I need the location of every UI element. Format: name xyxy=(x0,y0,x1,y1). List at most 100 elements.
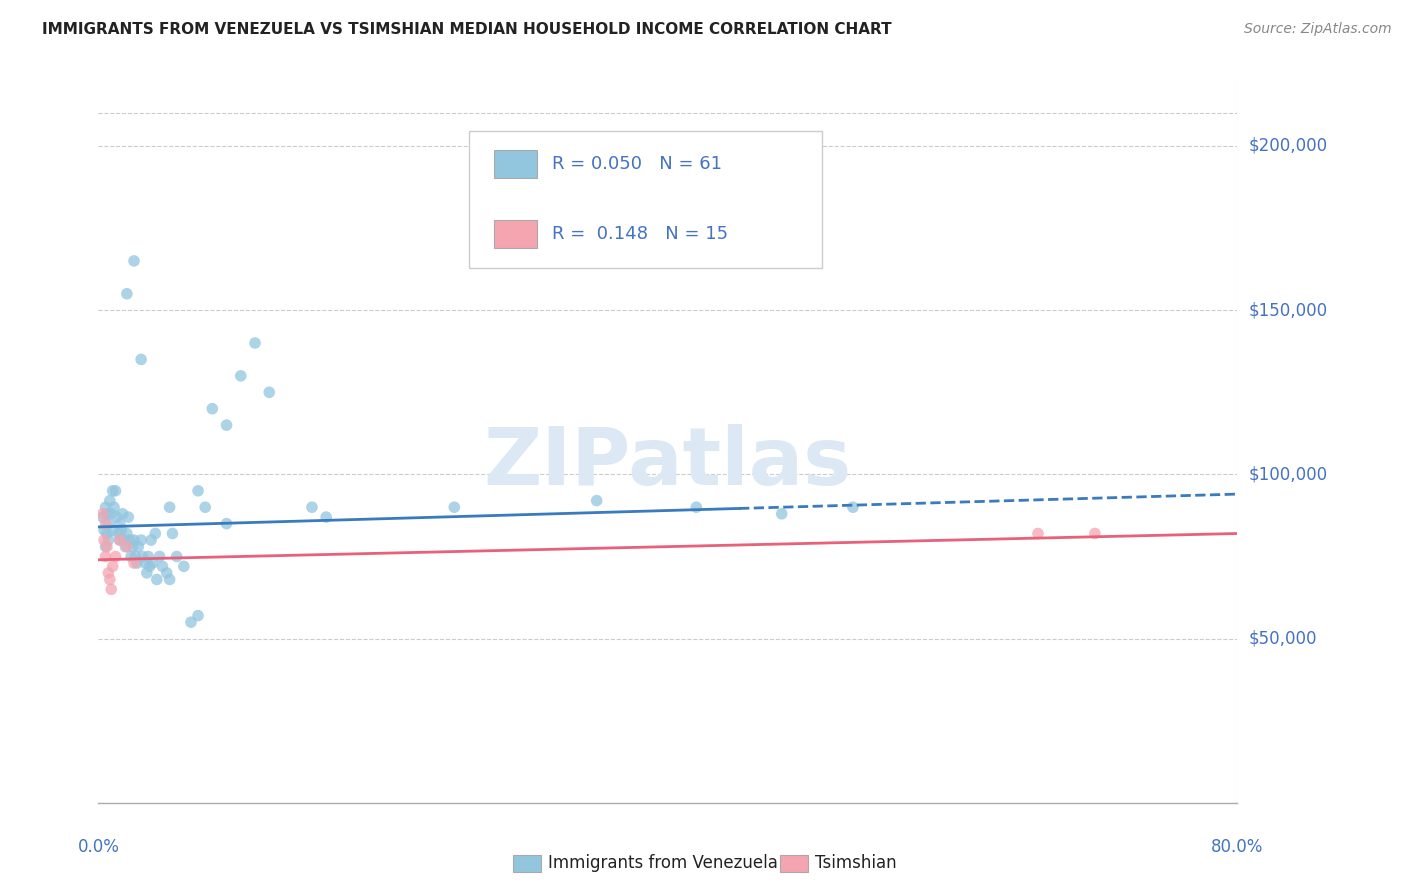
FancyBboxPatch shape xyxy=(468,131,821,268)
Point xyxy=(1026,526,1049,541)
Point xyxy=(156,566,179,580)
Point xyxy=(105,510,128,524)
Point xyxy=(101,523,124,537)
Point xyxy=(138,559,160,574)
Point xyxy=(115,540,138,554)
Point xyxy=(842,500,865,515)
Point xyxy=(215,418,238,433)
Point xyxy=(166,549,188,564)
Point xyxy=(315,510,337,524)
Point xyxy=(115,526,138,541)
Point xyxy=(94,516,117,531)
FancyBboxPatch shape xyxy=(494,151,537,178)
Text: R = 0.050   N = 61: R = 0.050 N = 61 xyxy=(551,155,721,173)
Point xyxy=(187,608,209,623)
Point xyxy=(98,573,121,587)
Text: IMMIGRANTS FROM VENEZUELA VS TSIMSHIAN MEDIAN HOUSEHOLD INCOME CORRELATION CHART: IMMIGRANTS FROM VENEZUELA VS TSIMSHIAN M… xyxy=(42,22,891,37)
Text: $150,000: $150,000 xyxy=(1249,301,1327,319)
Point xyxy=(104,483,127,498)
Point xyxy=(124,549,146,564)
Point xyxy=(101,559,124,574)
Point xyxy=(173,559,195,574)
Text: Source: ZipAtlas.com: Source: ZipAtlas.com xyxy=(1244,22,1392,37)
Point xyxy=(108,533,131,547)
Point xyxy=(187,483,209,498)
Text: Immigrants from Venezuela: Immigrants from Venezuela xyxy=(548,855,778,872)
Text: $50,000: $50,000 xyxy=(1249,630,1317,648)
Point xyxy=(585,493,607,508)
Point xyxy=(98,493,121,508)
Point xyxy=(96,507,118,521)
Point xyxy=(97,566,120,580)
Point xyxy=(685,500,707,515)
Point xyxy=(1084,526,1107,541)
Point xyxy=(122,253,145,268)
FancyBboxPatch shape xyxy=(494,220,537,248)
Point xyxy=(108,533,131,547)
Point xyxy=(107,526,129,541)
Point xyxy=(443,500,465,515)
Point xyxy=(243,336,266,351)
Text: Tsimshian: Tsimshian xyxy=(815,855,897,872)
Point xyxy=(259,385,281,400)
Text: 0.0%: 0.0% xyxy=(77,838,120,855)
Point xyxy=(110,523,132,537)
Text: ZIPatlas: ZIPatlas xyxy=(484,425,852,502)
Text: $200,000: $200,000 xyxy=(1249,137,1327,155)
Point xyxy=(101,483,124,498)
Point xyxy=(96,526,118,541)
Text: $100,000: $100,000 xyxy=(1249,466,1327,483)
Point xyxy=(121,540,143,554)
Point xyxy=(117,510,139,524)
Point xyxy=(146,573,169,587)
Point xyxy=(149,549,172,564)
Point xyxy=(159,500,181,515)
Point xyxy=(152,559,174,574)
Point xyxy=(114,540,136,554)
Point xyxy=(97,516,120,531)
Point xyxy=(120,549,142,564)
Point xyxy=(104,549,127,564)
Point xyxy=(215,516,238,531)
Point xyxy=(94,549,117,564)
Point xyxy=(103,500,125,515)
Point xyxy=(93,523,115,537)
Point xyxy=(111,507,134,521)
Point xyxy=(100,582,122,597)
Text: R =  0.148   N = 15: R = 0.148 N = 15 xyxy=(551,225,728,244)
Point xyxy=(115,286,138,301)
Point xyxy=(180,615,202,630)
Point xyxy=(112,533,135,547)
Point xyxy=(131,549,153,564)
Point xyxy=(136,549,159,564)
Point xyxy=(139,533,162,547)
Point xyxy=(162,526,184,541)
Point xyxy=(100,507,122,521)
Point xyxy=(229,368,252,383)
Point xyxy=(770,507,793,521)
Point xyxy=(194,500,217,515)
Point xyxy=(96,540,118,554)
Point xyxy=(91,510,114,524)
Point xyxy=(134,556,156,570)
Point xyxy=(118,533,141,547)
Point xyxy=(122,533,145,547)
Point xyxy=(94,500,117,515)
Point xyxy=(129,352,152,367)
Point xyxy=(129,533,152,547)
Point xyxy=(141,556,163,570)
Point xyxy=(127,540,149,554)
Point xyxy=(91,507,114,521)
Text: 80.0%: 80.0% xyxy=(1211,838,1264,855)
Point xyxy=(108,516,131,531)
Point xyxy=(145,526,167,541)
Point xyxy=(125,556,148,570)
Point xyxy=(301,500,323,515)
Point xyxy=(135,566,157,580)
Point xyxy=(201,401,224,416)
Point xyxy=(122,556,145,570)
Point xyxy=(94,540,117,554)
Point xyxy=(93,533,115,547)
Point xyxy=(97,533,120,547)
Point xyxy=(159,573,181,587)
